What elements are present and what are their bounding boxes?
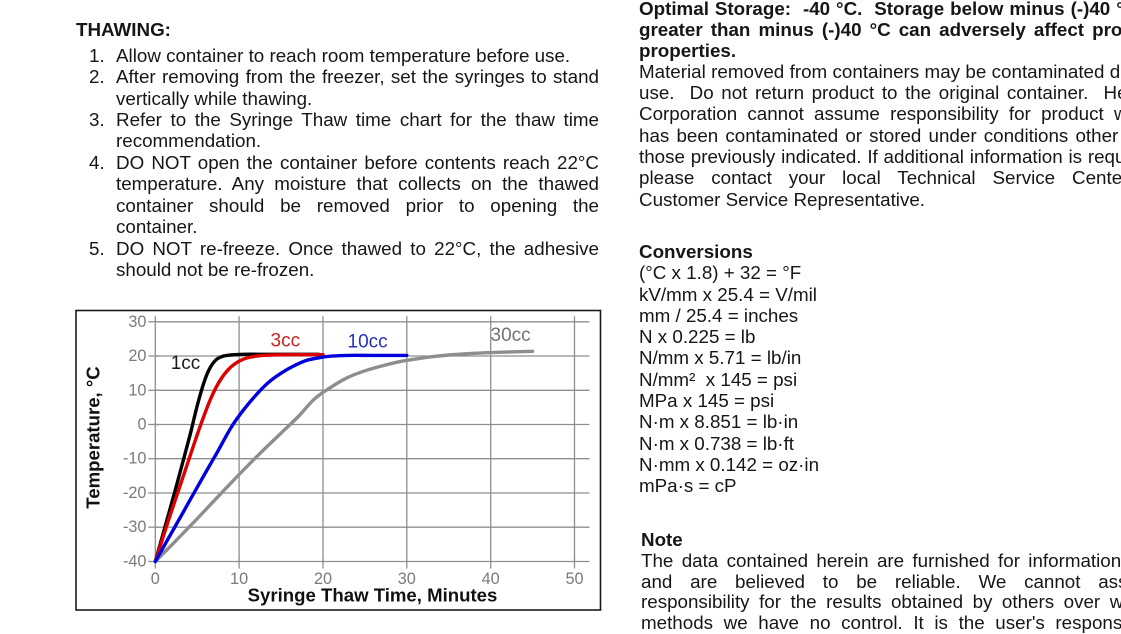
svg-text:0: 0	[151, 570, 160, 588]
svg-text:1cc: 1cc	[171, 353, 201, 374]
svg-text:30: 30	[128, 313, 146, 331]
svg-text:20: 20	[314, 570, 332, 588]
svg-text:10cc: 10cc	[348, 332, 388, 353]
svg-text:30cc: 30cc	[491, 325, 531, 346]
svg-text:Temperature, °C: Temperature, °C	[82, 366, 103, 508]
svg-text:Syringe Thaw Time, Minutes: Syringe Thaw Time, Minutes	[248, 585, 498, 606]
svg-text:-20: -20	[123, 484, 147, 502]
svg-text:40: 40	[482, 570, 500, 588]
svg-text:-10: -10	[123, 450, 147, 468]
svg-text:20: 20	[128, 347, 146, 365]
svg-text:-30: -30	[123, 518, 147, 536]
svg-text:30: 30	[398, 570, 416, 588]
svg-text:50: 50	[565, 570, 583, 588]
svg-text:-40: -40	[123, 553, 147, 571]
svg-text:3cc: 3cc	[271, 331, 301, 352]
svg-text:10: 10	[128, 381, 146, 399]
svg-text:0: 0	[137, 416, 146, 434]
svg-text:10: 10	[230, 570, 248, 588]
